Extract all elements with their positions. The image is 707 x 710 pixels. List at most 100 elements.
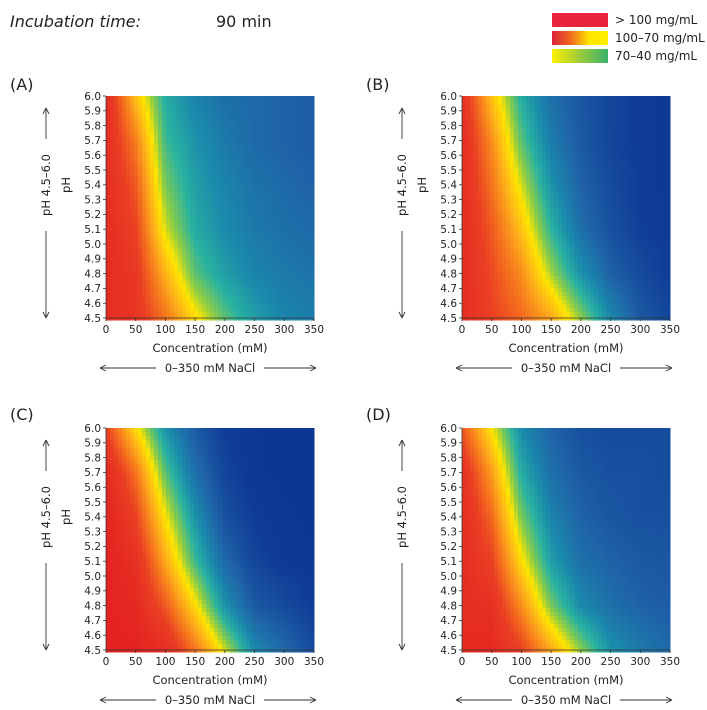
heatmap-cell [510, 200, 515, 205]
heatmap-cell [490, 196, 495, 201]
heatmap-cell [178, 148, 183, 153]
heatmap-cell [574, 180, 579, 185]
heatmap-cell [194, 216, 199, 221]
heatmap-cell [538, 196, 543, 201]
heatmap-cell [146, 172, 151, 177]
heatmap-cell [630, 212, 635, 217]
heatmap-cell [650, 180, 655, 185]
heatmap-cell [590, 192, 595, 197]
heatmap-cell [302, 260, 307, 265]
heatmap-cell [498, 212, 503, 217]
heatmap-cell [194, 152, 199, 157]
heatmap-cell [210, 212, 215, 217]
heatmap-cell [306, 296, 311, 301]
heatmap-cell [118, 120, 123, 125]
heatmap-cell [638, 192, 643, 197]
heatmap-cell [530, 228, 535, 233]
heatmap-cell [310, 144, 315, 149]
heatmap-cell [642, 212, 647, 217]
heatmap-cell [470, 220, 475, 225]
heatmap-cell [610, 116, 615, 121]
x-range-arrowhead-right [309, 364, 317, 372]
heatmap-cell [494, 168, 499, 173]
heatmap-cell [126, 120, 131, 125]
heatmap-cell [554, 96, 559, 101]
heatmap-cell [510, 108, 515, 113]
heatmap-cell [118, 216, 123, 221]
heatmap-cell [554, 100, 559, 105]
heatmap-cell [482, 216, 487, 221]
heatmap-cell [198, 264, 203, 269]
heatmap-cell [294, 140, 299, 145]
heatmap-cell [202, 108, 207, 113]
heatmap-cell [254, 208, 259, 213]
heatmap-cell [590, 240, 595, 245]
heatmap-cell [274, 128, 279, 133]
heatmap-cell [658, 200, 663, 205]
heatmap-cell [498, 172, 503, 177]
heatmap-cell [174, 260, 179, 265]
heatmap-cell [602, 148, 607, 153]
heatmap-cell [198, 112, 203, 117]
heatmap-cell [242, 308, 247, 313]
heatmap-cell [566, 144, 571, 149]
heatmap-cell [494, 188, 499, 193]
heatmap-cell [246, 292, 251, 297]
heatmap-cell [258, 108, 263, 113]
heatmap-cell [210, 180, 215, 185]
heatmap-cell [210, 300, 215, 305]
heatmap-cell [494, 176, 499, 181]
heatmap-cell [498, 176, 503, 181]
heatmap-cell [190, 296, 195, 301]
heatmap-cell [146, 264, 151, 269]
heatmap-cell [514, 160, 519, 165]
heatmap-cell [158, 192, 163, 197]
heatmap-cell [202, 224, 207, 229]
heatmap-cell [274, 232, 279, 237]
heatmap-cell [278, 108, 283, 113]
heatmap-cell [142, 272, 147, 277]
heatmap-cell [282, 240, 287, 245]
heatmap-cell [562, 244, 567, 249]
heatmap-cell [246, 244, 251, 249]
heatmap-cell [562, 216, 567, 221]
heatmap-cell [174, 212, 179, 217]
heatmap-cell [530, 244, 535, 249]
heatmap-cell [138, 96, 143, 101]
heatmap-cell [166, 180, 171, 185]
heatmap-cell [530, 240, 535, 245]
x-tick-label: 0 [103, 324, 110, 336]
heatmap-cell [162, 220, 167, 225]
heatmap-cell [534, 100, 539, 105]
heatmap-cell [194, 252, 199, 257]
heatmap-cell [566, 220, 571, 225]
heatmap-cell [190, 248, 195, 253]
heatmap-cell [118, 288, 123, 293]
heatmap-cell [254, 104, 259, 109]
heatmap-cell [218, 204, 223, 209]
heatmap-cell [634, 112, 639, 117]
heatmap-cell [238, 272, 243, 277]
heatmap-cell [626, 208, 631, 213]
heatmap-cell [642, 128, 647, 133]
heatmap-cell [202, 192, 207, 197]
heatmap-cell [462, 156, 467, 161]
heatmap-cell [162, 252, 167, 257]
heatmap-cell [206, 132, 211, 137]
heatmap-cell [482, 196, 487, 201]
heatmap-cell [134, 168, 139, 173]
heatmap-cell [270, 120, 275, 125]
heatmap-cell [174, 120, 179, 125]
heatmap-cell [658, 212, 663, 217]
heatmap-cell [490, 100, 495, 105]
heatmap-cell [518, 184, 523, 189]
heatmap-cell [642, 180, 647, 185]
heatmap-cell [250, 264, 255, 269]
heatmap-cell [246, 300, 251, 305]
heatmap-cell [542, 228, 547, 233]
heatmap-cell [542, 108, 547, 113]
heatmap-cell [558, 172, 563, 177]
heatmap-cell [234, 200, 239, 205]
heatmap-cell [258, 212, 263, 217]
heatmap-cell [474, 160, 479, 165]
